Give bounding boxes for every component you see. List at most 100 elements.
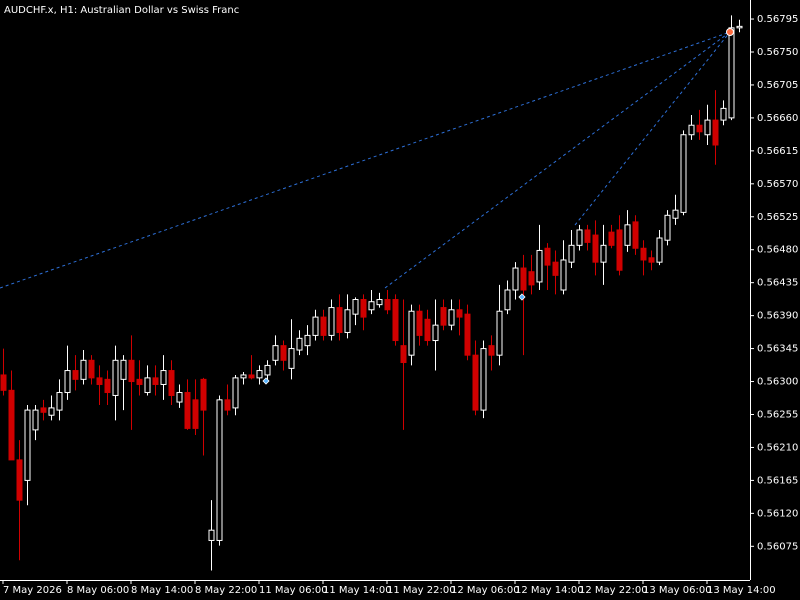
candle-body [264,364,271,376]
candle-body [0,374,7,391]
candle-body [504,289,511,311]
candle-body [576,229,583,246]
candle-body [200,378,207,411]
y-tick-label: 0.56705 [757,80,798,91]
candle-body [400,345,407,363]
candle-body [288,348,295,369]
y-tick-label: 0.56075 [757,541,798,552]
x-tick-label: 8 May 14:00 [131,585,193,596]
candle-body [464,313,471,356]
candle-body [424,318,431,342]
candle-body [448,309,455,326]
candle-body [216,399,223,541]
candle-body [624,224,631,246]
trend-line [0,31,731,289]
candle-body [360,299,367,318]
candle-body [128,359,135,383]
candle-body [560,259,567,291]
y-tick-label: 0.56210 [757,442,798,453]
candle-body [552,261,559,276]
y-tick-label: 0.56525 [757,212,798,223]
x-tick-label: 12 May 22:00 [579,585,648,596]
candle-body [696,124,703,133]
candle-body [160,370,167,385]
candle-body [728,27,735,119]
candle-body [272,345,279,361]
candle-body [336,307,343,333]
candle-body [520,267,527,291]
candle-body [144,377,151,394]
candle-body [240,374,247,379]
y-tick-label: 0.56120 [757,508,798,519]
candle-body [56,392,63,411]
candle-body [368,301,375,311]
y-tick-label: 0.56390 [757,311,798,322]
candle-body [112,359,119,396]
y-tick-label: 0.56345 [757,344,798,355]
x-tick-label: 11 May 06:00 [259,585,328,596]
candle-body [512,267,519,291]
y-tick-label: 0.56255 [757,409,798,420]
candle-body [664,214,671,241]
candle-body [720,107,727,121]
candle-body [248,374,255,379]
y-tick-label: 0.56480 [757,245,798,256]
candle-body [344,309,351,333]
candle-body [256,370,263,379]
candle-body [592,234,599,263]
chart-title: AUDCHF.x, H1: Australian Dollar vs Swiss… [4,5,239,16]
trade-marker [518,293,526,301]
y-tick-label: 0.56615 [757,146,798,157]
candle-body [296,337,303,351]
y-tick-label: 0.56660 [757,113,798,124]
candle-body [416,310,423,336]
candle-body [736,25,743,29]
candle-body [384,299,391,311]
x-tick-label: 12 May 14:00 [515,585,584,596]
candle-body [656,237,663,263]
candle-body [88,359,95,379]
candle-body [96,377,103,385]
x-tick-label: 11 May 14:00 [323,585,392,596]
candle-body [280,345,287,361]
candle-body [608,231,615,246]
candle-body [136,378,143,385]
y-tick-label: 0.56795 [757,14,798,25]
candle-body [544,247,551,266]
candle-body [232,377,239,409]
y-tick-label: 0.56300 [757,377,798,388]
candle-body [672,209,679,219]
candle-body [408,310,415,356]
candle-body [632,221,639,249]
x-tick-label: 13 May 14:00 [707,585,776,596]
candle-body [224,399,231,411]
candle-body [488,345,495,356]
candle-body [328,307,335,336]
candle-body [152,377,159,385]
candle-body [24,409,31,481]
candle-body [192,399,199,429]
candle-body [8,389,15,461]
candle-body [40,407,47,413]
x-tick-label: 8 May 06:00 [67,585,129,596]
candle-body [584,229,591,243]
x-tick-label: 7 May 2026 [3,585,62,596]
y-tick-label: 0.56165 [757,475,798,486]
candle-body [432,324,439,342]
candle-body [32,409,39,431]
candle-body [352,299,359,315]
candle-body [536,249,543,283]
candle-body [208,529,215,541]
candle-body [304,334,311,347]
trade-marker [726,28,734,36]
candle-body [80,359,87,380]
x-tick-label: 11 May 22:00 [387,585,456,596]
candle-body [120,359,127,380]
candle-body [704,119,711,136]
x-tick-label: 12 May 06:00 [451,585,520,596]
candle-body [480,348,487,411]
candle-body [64,370,71,394]
y-tick-label: 0.56750 [757,47,798,58]
candle-body [648,257,655,263]
